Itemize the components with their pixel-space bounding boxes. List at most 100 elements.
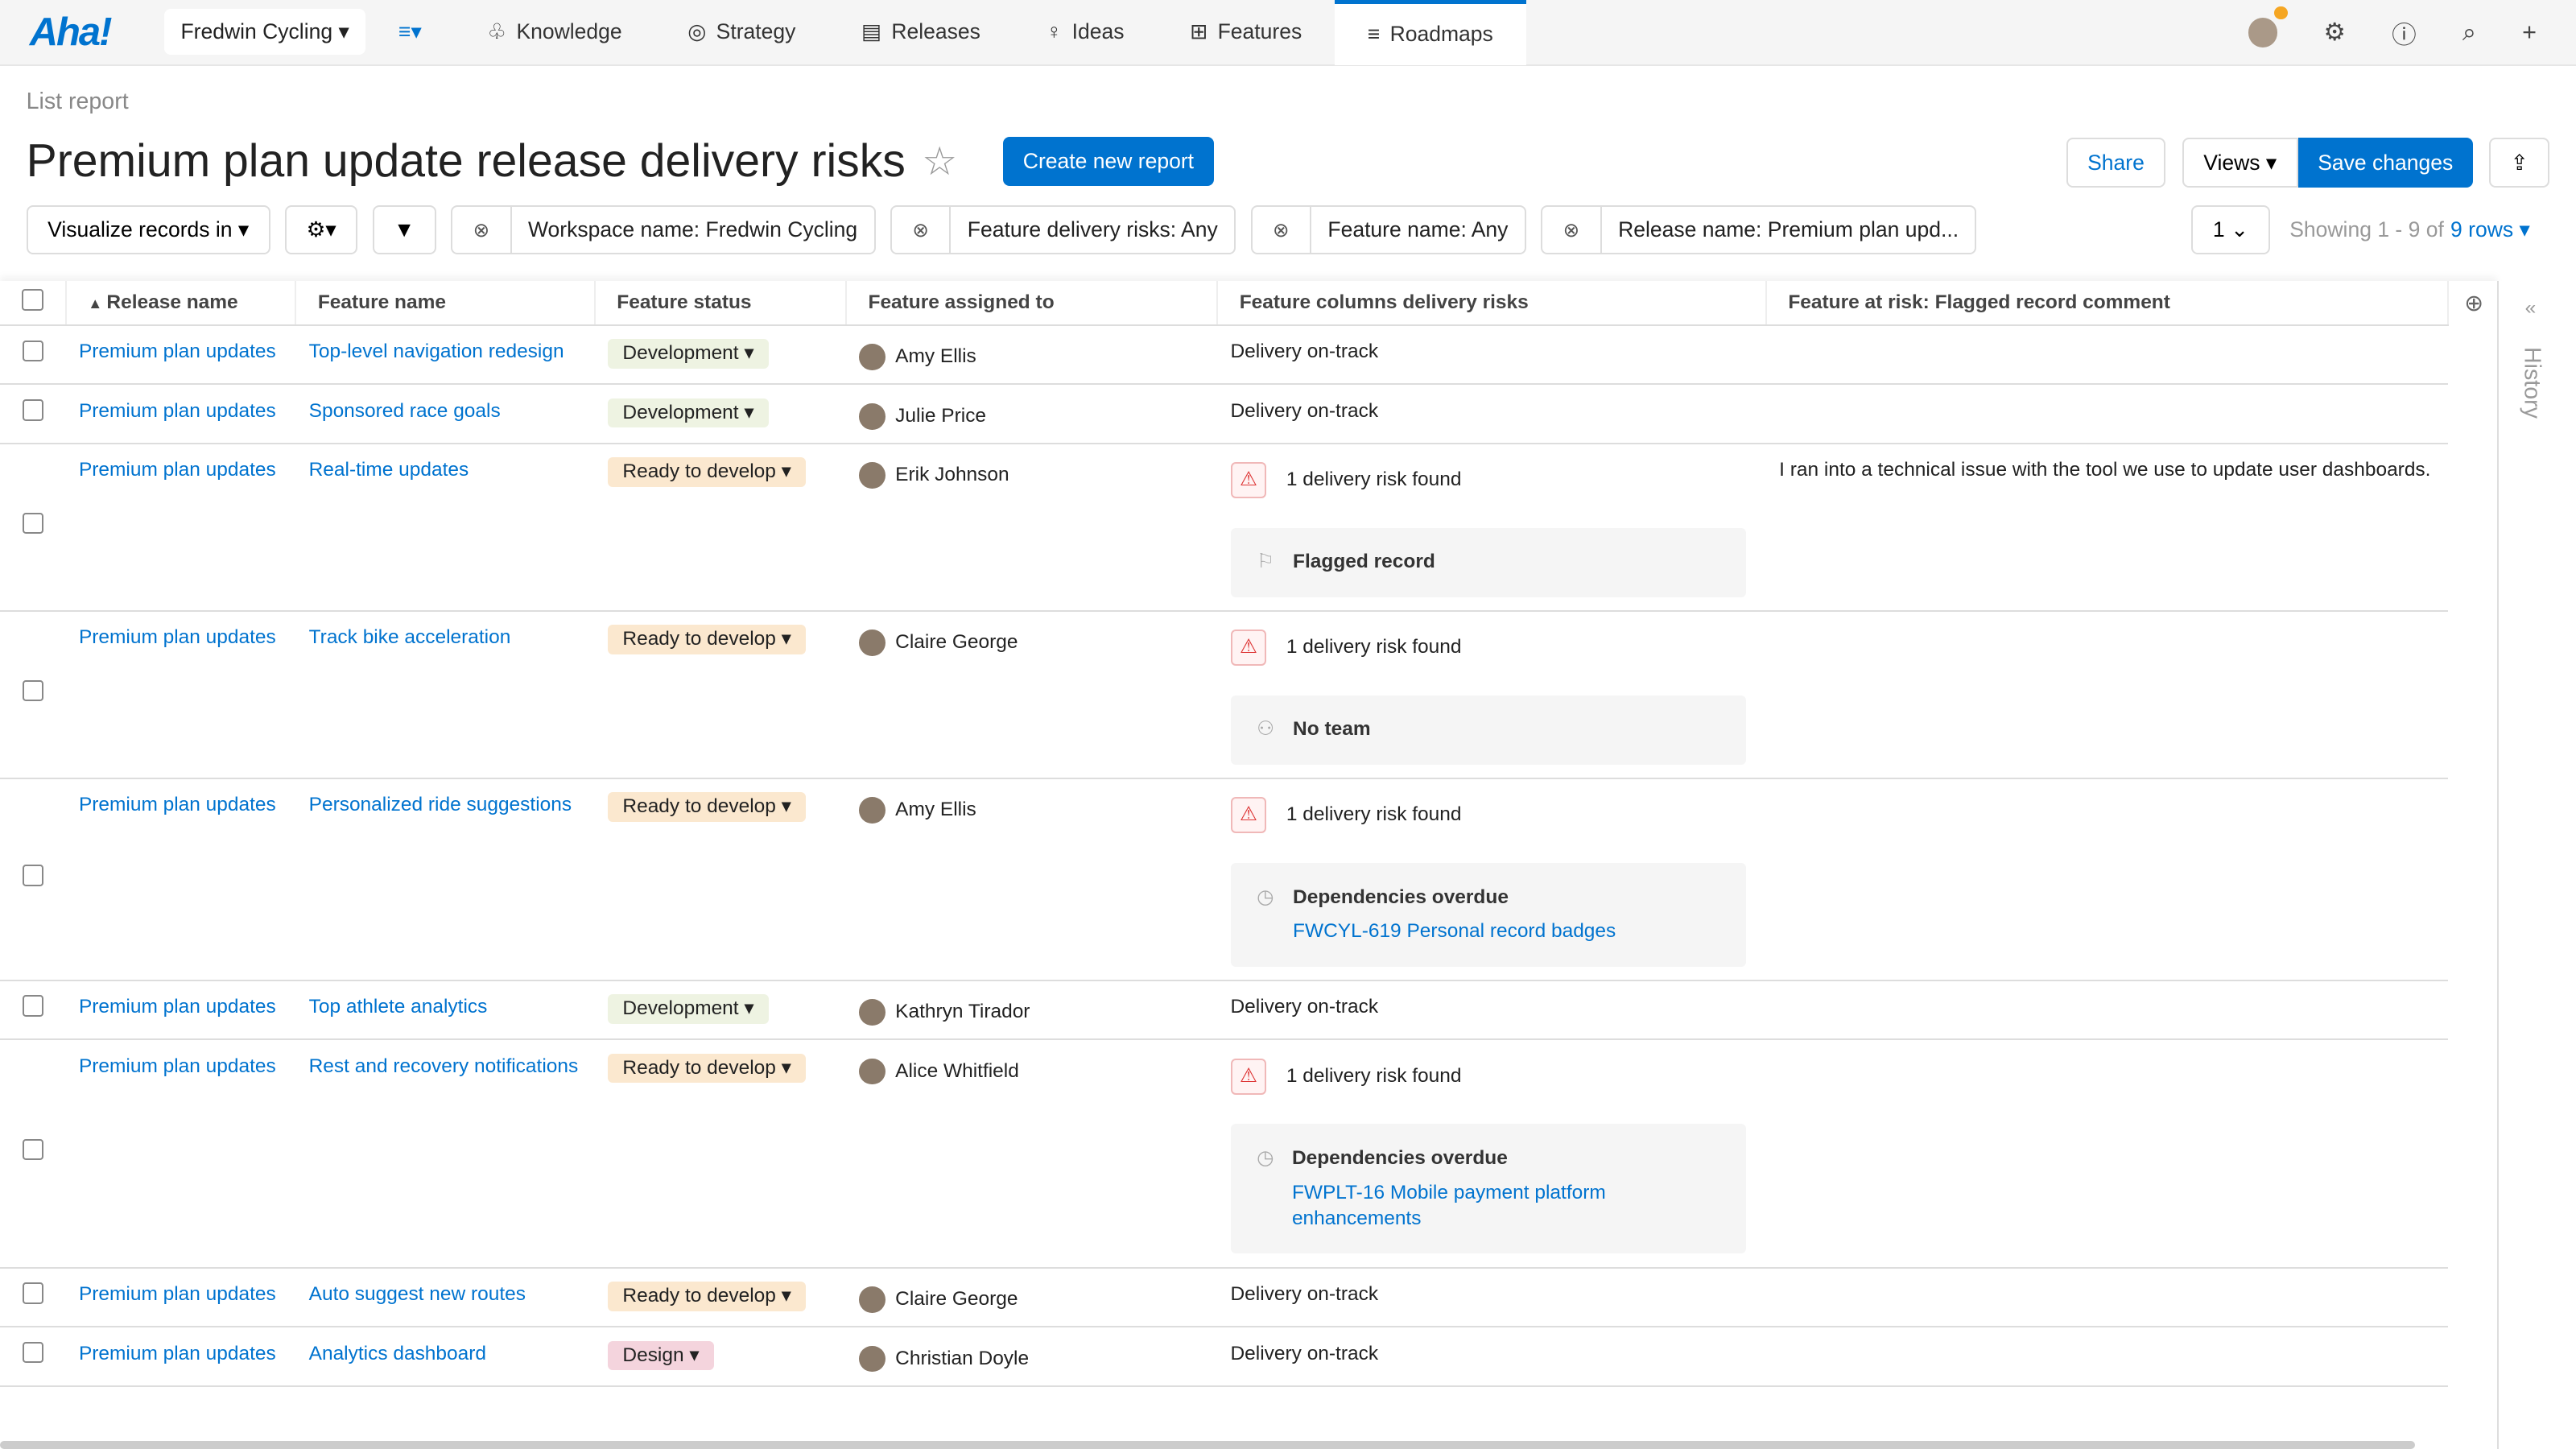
breadcrumb[interactable]: List report bbox=[26, 89, 129, 115]
feature-link[interactable]: Rest and recovery notifications bbox=[308, 1055, 579, 1077]
status-label: Development bbox=[622, 997, 739, 1020]
select-all-checkbox[interactable] bbox=[22, 289, 43, 311]
avatar bbox=[859, 999, 886, 1026]
column-header[interactable]: Feature at risk: Flagged record comment bbox=[1765, 280, 2449, 327]
create-report-button[interactable]: Create new report bbox=[1003, 136, 1214, 186]
collapse-icon[interactable]: « bbox=[2524, 297, 2537, 320]
release-link[interactable]: Premium plan updates bbox=[78, 626, 276, 649]
filter-label: Feature delivery risks: Any bbox=[967, 217, 1218, 242]
feature-link[interactable]: Sponsored race goals bbox=[308, 399, 501, 422]
help-icon[interactable]: ⓘ bbox=[2392, 22, 2417, 50]
status-dropdown[interactable]: Design ▾ bbox=[608, 1340, 715, 1371]
table-row: Premium plan updates Auto suggest new ro… bbox=[0, 1267, 2448, 1328]
horizontal-scrollbar[interactable] bbox=[0, 1440, 2415, 1449]
status-dropdown[interactable]: Development ▾ bbox=[608, 994, 770, 1024]
remove-filter-icon[interactable]: ⊗ bbox=[892, 207, 952, 254]
feature-link[interactable]: Personalized ride suggestions bbox=[308, 794, 572, 816]
status-dropdown[interactable]: Ready to develop ▾ bbox=[608, 457, 807, 487]
page-title: Premium plan update release delivery ris… bbox=[26, 135, 906, 188]
filter-feature-name[interactable]: ⊗ Feature name: Any bbox=[1250, 205, 1526, 255]
remove-filter-icon[interactable]: ⊗ bbox=[1542, 207, 1602, 254]
status-dropdown[interactable]: Ready to develop ▾ bbox=[608, 1053, 807, 1084]
search-icon[interactable]: ⌕ bbox=[2462, 18, 2476, 46]
row-checkbox[interactable] bbox=[22, 340, 44, 362]
add-column-icon[interactable]: ⊕ bbox=[2464, 291, 2484, 317]
history-label: History bbox=[2519, 346, 2545, 419]
aha-logo[interactable]: Aha! bbox=[29, 10, 113, 54]
rows-dropdown[interactable]: 9 rows ▾ bbox=[2450, 217, 2530, 242]
nav-roadmaps[interactable]: ≡ Roadmaps bbox=[1335, 0, 1526, 65]
filter-icon[interactable]: ▼ bbox=[372, 205, 436, 255]
column-header[interactable]: Feature status bbox=[594, 280, 847, 327]
feature-link[interactable]: Top-level navigation redesign bbox=[308, 341, 564, 363]
row-checkbox[interactable] bbox=[22, 995, 44, 1017]
release-link[interactable]: Premium plan updates bbox=[78, 996, 276, 1018]
assignee-name: Erik Johnson bbox=[895, 464, 1009, 486]
status-dropdown[interactable]: Ready to develop ▾ bbox=[608, 625, 807, 654]
row-checkbox[interactable] bbox=[22, 512, 44, 535]
release-link[interactable]: Premium plan updates bbox=[78, 1283, 276, 1306]
star-icon[interactable]: ☆ bbox=[922, 139, 958, 184]
filter-delivery-risks[interactable]: ⊗ Feature delivery risks: Any bbox=[890, 205, 1236, 255]
user-avatar[interactable] bbox=[2248, 6, 2288, 48]
row-checkbox[interactable] bbox=[22, 1341, 44, 1364]
clock-icon: ◷ bbox=[1257, 1146, 1274, 1169]
feature-link[interactable]: Track bike acceleration bbox=[308, 626, 511, 649]
column-header[interactable]: ▲ Release name bbox=[65, 280, 297, 327]
release-link[interactable]: Premium plan updates bbox=[78, 341, 276, 363]
column-header[interactable]: Feature assigned to bbox=[845, 280, 1219, 327]
remove-filter-icon[interactable]: ⊗ bbox=[1253, 207, 1311, 254]
row-checkbox[interactable] bbox=[22, 399, 44, 421]
nav-ideas[interactable]: ♀ Ideas bbox=[1013, 0, 1158, 65]
nav-features[interactable]: ⊞ Features bbox=[1157, 0, 1335, 65]
remove-filter-icon[interactable]: ⊗ bbox=[452, 207, 512, 254]
feature-link[interactable]: Top athlete analytics bbox=[308, 996, 488, 1018]
views-dropdown[interactable]: Views ▾ bbox=[2182, 138, 2298, 188]
release-link[interactable]: Premium plan updates bbox=[78, 399, 276, 422]
filter-workspace[interactable]: ⊗ Workspace name: Fredwin Cycling bbox=[451, 205, 876, 255]
risk-title: Dependencies overdue bbox=[1293, 886, 1509, 908]
save-changes-button[interactable]: Save changes bbox=[2297, 138, 2473, 188]
page-selector[interactable]: 1 ⌄ bbox=[2191, 205, 2270, 255]
feature-link[interactable]: Analytics dashboard bbox=[308, 1342, 486, 1364]
gear-icon[interactable]: ⚙ bbox=[2323, 19, 2346, 47]
table-row: Premium plan updates Top-level navigatio… bbox=[0, 325, 2448, 386]
settings-dropdown[interactable]: ⚙▾ bbox=[285, 205, 358, 255]
nav-strategy[interactable]: ◎ Strategy bbox=[654, 0, 828, 65]
release-link[interactable]: Premium plan updates bbox=[78, 794, 276, 816]
status-dropdown[interactable]: Ready to develop ▾ bbox=[608, 1282, 807, 1311]
visualize-dropdown[interactable]: Visualize records in ▾ bbox=[26, 205, 270, 255]
dependency-link[interactable]: FWPLT-16 Mobile payment platform enhance… bbox=[1291, 1181, 1606, 1230]
status-label: Design bbox=[622, 1344, 684, 1366]
assignee-name: Amy Ellis bbox=[895, 345, 976, 368]
release-link[interactable]: Premium plan updates bbox=[78, 1055, 276, 1077]
column-header[interactable]: Feature columns delivery risks bbox=[1217, 280, 1767, 327]
status-dropdown[interactable]: Ready to develop ▾ bbox=[608, 792, 807, 822]
row-checkbox[interactable] bbox=[22, 1138, 44, 1161]
nav-releases[interactable]: ▤ Releases bbox=[828, 0, 1013, 65]
export-icon[interactable]: ⇪ bbox=[2489, 138, 2550, 188]
feature-link[interactable]: Real-time updates bbox=[308, 459, 469, 481]
history-panel[interactable]: « History bbox=[2497, 280, 2576, 1449]
status-dropdown[interactable]: Development ▾ bbox=[608, 398, 770, 428]
share-button[interactable]: Share bbox=[2066, 138, 2166, 188]
filter-label: Release name: Premium plan upd... bbox=[1618, 217, 1959, 242]
row-checkbox[interactable] bbox=[22, 679, 44, 702]
filter-label: Workspace name: Fredwin Cycling bbox=[527, 217, 858, 242]
column-header[interactable]: Feature name bbox=[295, 280, 596, 327]
row-checkbox[interactable] bbox=[22, 1282, 44, 1304]
workspace-selector[interactable]: Fredwin Cycling ▾ bbox=[164, 9, 366, 56]
release-link[interactable]: Premium plan updates bbox=[78, 459, 276, 481]
row-checkbox[interactable] bbox=[22, 865, 44, 886]
dependency-link[interactable]: FWCYL-619 Personal record badges bbox=[1293, 920, 1616, 943]
warning-icon: ⚠ bbox=[1230, 630, 1267, 667]
feature-link[interactable]: Auto suggest new routes bbox=[308, 1283, 526, 1306]
assignee-name: Claire George bbox=[895, 1288, 1018, 1311]
release-link[interactable]: Premium plan updates bbox=[78, 1342, 276, 1364]
plus-icon[interactable]: + bbox=[2522, 19, 2537, 47]
nav-knowledge[interactable]: ♧ Knowledge bbox=[455, 0, 655, 65]
risk-summary: Delivery on-track bbox=[1230, 1342, 1379, 1364]
filter-release-name[interactable]: ⊗ Release name: Premium plan upd... bbox=[1541, 205, 1977, 255]
status-dropdown[interactable]: Development ▾ bbox=[608, 339, 770, 369]
menu-toggle[interactable]: ≡▾ bbox=[398, 19, 422, 44]
